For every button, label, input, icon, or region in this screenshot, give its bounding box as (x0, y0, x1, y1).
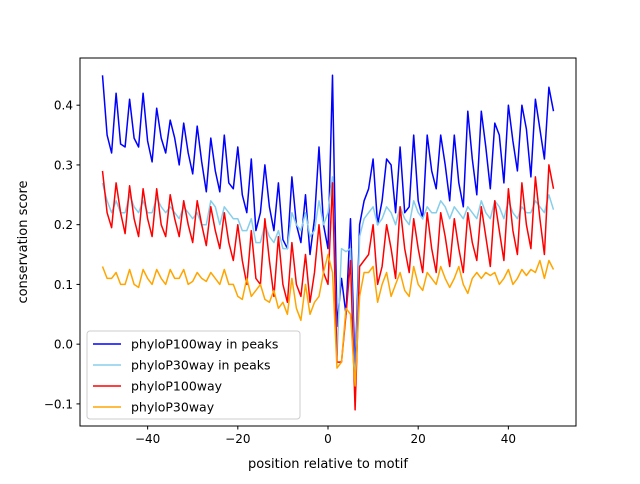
y-axis-label: conservation score (16, 180, 31, 303)
y-tick-label: 0.1 (54, 278, 73, 292)
legend-label: phyloP30way (131, 400, 215, 415)
x-tick-label: 20 (411, 432, 426, 446)
y-tick-label: −0.1 (44, 397, 73, 411)
y-tick-label: 0.4 (54, 99, 73, 113)
x-axis-ticks: −40 −20 0 20 40 (135, 426, 516, 446)
legend-label: phyloP100way in peaks (131, 337, 278, 352)
series-line-3 (101, 253, 555, 387)
y-tick-label: 0.2 (54, 218, 73, 232)
legend: phyloP100way in peaks phyloP30way in peak… (86, 330, 301, 420)
series-line-1 (101, 176, 555, 393)
series-line-2 (101, 164, 555, 411)
y-axis-ticks: −0.1 0.0 0.1 0.2 0.3 0.4 (44, 99, 80, 411)
legend-label: phyloP100way (131, 379, 223, 394)
x-tick-label: −20 (225, 432, 250, 446)
x-tick-label: 40 (501, 432, 516, 446)
y-tick-label: 0.3 (54, 158, 73, 172)
x-axis-label: position relative to motif (248, 457, 408, 472)
legend-label: phyloP30way in peaks (131, 358, 270, 373)
x-tick-label: 0 (324, 432, 332, 446)
y-tick-label: 0.0 (54, 338, 73, 352)
series-line-0 (101, 74, 555, 375)
x-tick-label: −40 (135, 432, 160, 446)
series-layer (101, 74, 555, 411)
legend-box (86, 330, 301, 420)
